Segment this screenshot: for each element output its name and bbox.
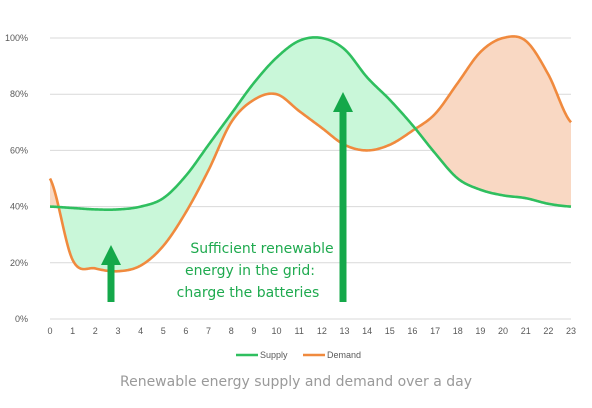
x-tick-label: 1 bbox=[70, 326, 75, 336]
legend: Supply Demand bbox=[236, 350, 361, 360]
legend-supply-label: Supply bbox=[260, 350, 288, 360]
demand-line bbox=[48, 35, 572, 273]
y-tick-label: 80% bbox=[10, 89, 28, 99]
y-tick-label: 100% bbox=[5, 33, 28, 43]
area-fills bbox=[50, 36, 571, 272]
x-tick-label: 13 bbox=[339, 326, 349, 336]
x-tick-label: 3 bbox=[115, 326, 120, 336]
chart-caption: Renewable energy supply and demand over … bbox=[119, 374, 473, 390]
x-tick-label: 21 bbox=[521, 326, 531, 336]
arrow-right-shaft bbox=[339, 110, 347, 302]
x-tick-label: 11 bbox=[295, 326, 304, 336]
y-tick-label: 20% bbox=[10, 258, 28, 268]
x-tick-label: 9 bbox=[251, 326, 256, 336]
arrow-right bbox=[333, 92, 353, 302]
y-tick-label: 40% bbox=[10, 202, 28, 212]
x-tick-label: 7 bbox=[206, 326, 211, 336]
annotation-line-2: energy in the grid: bbox=[185, 263, 315, 279]
x-tick-label: 22 bbox=[543, 326, 553, 336]
x-tick-label: 15 bbox=[385, 326, 395, 336]
y-tick-label: 0% bbox=[15, 314, 28, 324]
series-lines bbox=[48, 35, 572, 273]
x-tick-label: 16 bbox=[407, 326, 417, 336]
surplus-area bbox=[58, 37, 416, 272]
supply-demand-chart: 0%20%40%60%80%100% 0 1 2 3 4 5 6 7 8 9 10 11 12 13 14 1… bbox=[5, 33, 576, 360]
x-tick-label: 8 bbox=[229, 326, 234, 336]
deficit-area bbox=[415, 36, 571, 207]
x-tick-label: 10 bbox=[272, 326, 282, 336]
x-axis-ticks: 0 1 2 3 4 5 6 7 8 9 10 11 12 13 14 15 16 17 18 19 20 21 22 23 bbox=[47, 326, 576, 336]
x-tick-label: 12 bbox=[317, 326, 327, 336]
x-tick-label: 2 bbox=[93, 326, 98, 336]
y-tick-label: 60% bbox=[10, 145, 28, 155]
x-tick-label: 4 bbox=[138, 326, 143, 336]
arrow-right-head bbox=[333, 92, 353, 112]
x-tick-label: 23 bbox=[566, 326, 576, 336]
annotation-line-1: Sufficient renewable bbox=[190, 241, 333, 257]
x-tick-label: 0 bbox=[47, 326, 52, 336]
supply-line bbox=[49, 36, 572, 211]
annotation-line-3: charge the batteries bbox=[177, 285, 320, 301]
x-tick-label: 6 bbox=[183, 326, 188, 336]
legend-demand-label: Demand bbox=[327, 350, 361, 360]
x-tick-label: 18 bbox=[453, 326, 463, 336]
x-tick-label: 20 bbox=[498, 326, 508, 336]
annotation-arrows bbox=[101, 92, 353, 302]
x-tick-label: 14 bbox=[362, 326, 372, 336]
x-tick-label: 19 bbox=[475, 326, 485, 336]
arrow-left bbox=[101, 245, 121, 302]
x-tick-label: 17 bbox=[430, 326, 440, 336]
arrow-left-shaft bbox=[107, 263, 115, 302]
x-tick-label: 5 bbox=[161, 326, 166, 336]
y-axis-ticks: 0% 20% 40% 60% 80% 100% bbox=[5, 33, 28, 324]
arrow-left-head bbox=[101, 245, 121, 265]
